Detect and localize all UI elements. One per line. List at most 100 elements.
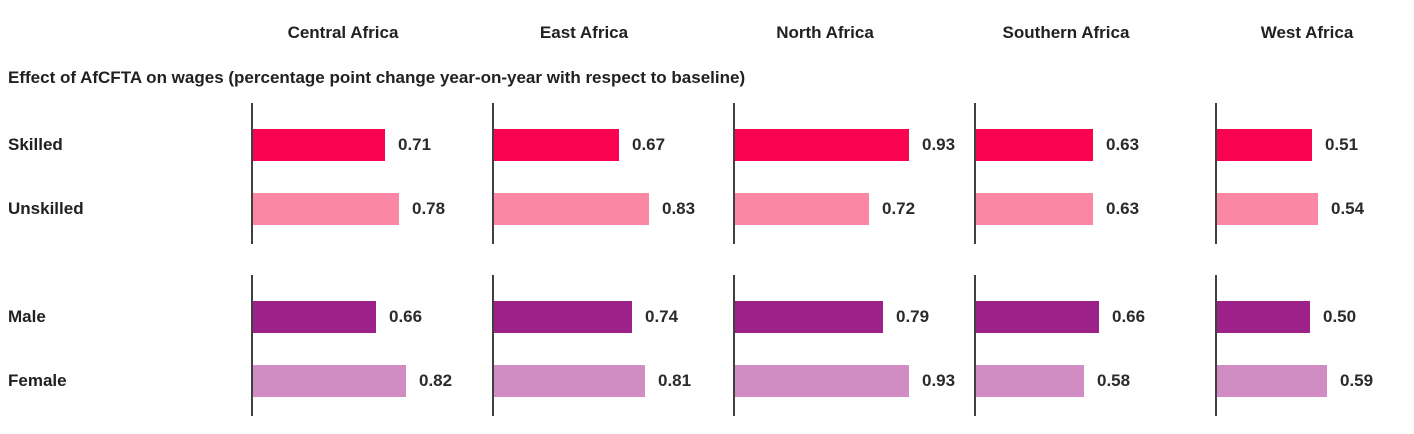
bar-row: 0.63 [975, 193, 1216, 225]
bar-row: 0.81 [493, 365, 734, 397]
bar-male-central-africa [252, 301, 376, 333]
plot-cell-east-africa: 0.74 0.81 [492, 275, 734, 416]
bar-value-label: 0.51 [1325, 135, 1359, 154]
bar-skilled-central-africa [252, 129, 385, 161]
plot-cell-west-africa: 0.50 0.59 [1215, 275, 1414, 416]
row-label-skilled: Skilled [8, 135, 63, 154]
bar-row: 0.74 [493, 301, 734, 333]
bar-female-east-africa [493, 365, 645, 397]
bar-value-label: 0.66 [1112, 307, 1146, 326]
bar-row: 0.63 [975, 129, 1216, 161]
region-header-cell: North Africa [734, 23, 975, 43]
bar-row: 0.83 [493, 193, 734, 225]
bar-female-central-africa [252, 365, 406, 397]
axis-line [492, 275, 494, 416]
region-header-central-africa: Central Africa [287, 23, 399, 42]
bar-male-southern-africa [975, 301, 1099, 333]
plot-cell-southern-africa: 0.66 0.58 [974, 275, 1216, 416]
axis-line [974, 103, 976, 244]
bar-value-label: 0.93 [922, 371, 956, 390]
bar-male-east-africa [493, 301, 632, 333]
bar-value-label: 0.67 [632, 135, 666, 154]
region-header-cell: East Africa [493, 23, 734, 43]
bar-row: 0.82 [252, 365, 493, 397]
bar-row: 0.93 [734, 129, 975, 161]
bar-value-label: 0.63 [1106, 135, 1140, 154]
axis-line [733, 275, 735, 416]
region-header-north-africa: North Africa [776, 23, 874, 42]
bar-value-label: 0.78 [412, 199, 446, 218]
region-header-cell: Southern Africa [975, 23, 1216, 43]
axis-line [733, 103, 735, 244]
axis-line [1215, 103, 1217, 244]
bar-row: 0.71 [252, 129, 493, 161]
bar-skilled-north-africa [734, 129, 909, 161]
bar-male-west-africa [1216, 301, 1310, 333]
bar-row: 0.58 [975, 365, 1216, 397]
bar-value-label: 0.79 [896, 307, 930, 326]
bar-row: 0.67 [493, 129, 734, 161]
bar-unskilled-southern-africa [975, 193, 1093, 225]
row-label-column: Skilled Unskilled [0, 103, 252, 244]
plot-cell-central-africa: 0.66 0.82 [251, 275, 493, 416]
bar-value-label: 0.81 [658, 371, 692, 390]
region-header-cell: West Africa [1216, 23, 1414, 43]
bar-row: 0.72 [734, 193, 975, 225]
axis-line [251, 103, 253, 244]
bar-value-label: 0.63 [1106, 199, 1140, 218]
plot-cell-north-africa: 0.79 0.93 [733, 275, 975, 416]
bar-value-label: 0.54 [1331, 199, 1365, 218]
bar-group-gender: Male Female 0.66 0.82 0.74 0.81 0.79 0.93 0.66 0.… [0, 275, 1414, 416]
bar-row: 0.78 [252, 193, 493, 225]
bar-value-label: 0.83 [662, 199, 696, 218]
bar-male-north-africa [734, 301, 883, 333]
bar-unskilled-east-africa [493, 193, 649, 225]
bar-row: 0.50 [1216, 301, 1414, 333]
bar-value-label: 0.59 [1340, 371, 1374, 390]
plot-cell-southern-africa: 0.63 0.63 [974, 103, 1216, 244]
axis-line [251, 275, 253, 416]
region-header-cell: Central Africa [252, 23, 493, 43]
chart-title: Effect of AfCFTA on wages (percentage po… [8, 68, 746, 87]
bar-unskilled-north-africa [734, 193, 869, 225]
bar-row: 0.59 [1216, 365, 1414, 397]
bar-value-label: 0.66 [389, 307, 423, 326]
bar-skilled-southern-africa [975, 129, 1093, 161]
axis-line [1215, 275, 1217, 416]
bar-row: 0.54 [1216, 193, 1414, 225]
region-header-row: Central Africa East Africa North Africa Sou… [0, 23, 1414, 43]
plot-cell-west-africa: 0.51 0.54 [1215, 103, 1414, 244]
row-label-female: Female [8, 371, 67, 390]
bar-value-label: 0.82 [419, 371, 453, 390]
bar-female-southern-africa [975, 365, 1084, 397]
bar-skilled-west-africa [1216, 129, 1312, 161]
bar-row: 0.66 [975, 301, 1216, 333]
region-header-east-africa: East Africa [539, 23, 629, 42]
region-header-west-africa: West Africa [1260, 23, 1354, 42]
bar-female-west-africa [1216, 365, 1327, 397]
bar-group-skill: Skilled Unskilled 0.71 0.78 0.67 0.83 0.93 0.72… [0, 103, 1414, 244]
bar-female-north-africa [734, 365, 909, 397]
region-header-southern-africa: Southern Africa [1002, 23, 1130, 42]
bar-row: 0.93 [734, 365, 975, 397]
bar-unskilled-west-africa [1216, 193, 1318, 225]
bar-unskilled-central-africa [252, 193, 399, 225]
row-label-male: Male [8, 307, 46, 326]
bar-row: 0.79 [734, 301, 975, 333]
header-spacer [0, 23, 252, 43]
axis-line [492, 103, 494, 244]
plot-cell-north-africa: 0.93 0.72 [733, 103, 975, 244]
bar-value-label: 0.93 [922, 135, 956, 154]
row-label-unskilled: Unskilled [8, 199, 84, 218]
bar-skilled-east-africa [493, 129, 619, 161]
axis-line [974, 275, 976, 416]
bar-row: 0.51 [1216, 129, 1414, 161]
plot-cell-east-africa: 0.67 0.83 [492, 103, 734, 244]
bar-value-label: 0.72 [882, 199, 916, 218]
row-label-column: Male Female [0, 275, 252, 416]
bar-value-label: 0.71 [398, 135, 432, 154]
bar-value-label: 0.50 [1323, 307, 1357, 326]
bar-value-label: 0.58 [1097, 371, 1131, 390]
plot-cell-central-africa: 0.71 0.78 [251, 103, 493, 244]
